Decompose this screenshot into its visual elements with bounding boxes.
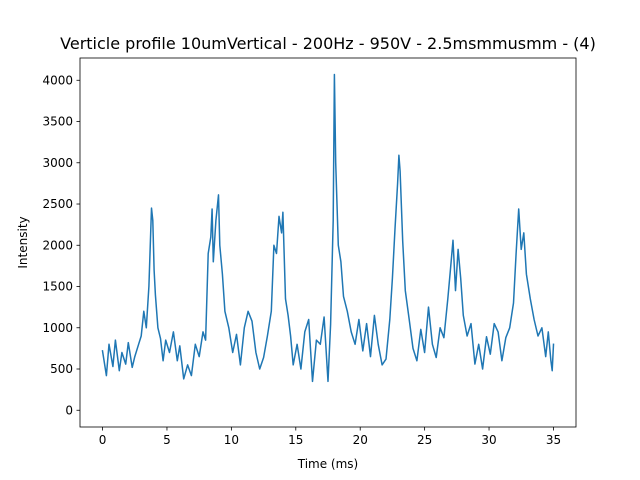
x-tick-label: 25: [417, 433, 432, 447]
x-tick-label: 0: [99, 433, 107, 447]
chart-title: Verticle profile 10umVertical - 200Hz - …: [60, 34, 596, 53]
y-axis-label: Intensity: [16, 216, 30, 268]
y-tick-label: 2000: [42, 238, 73, 252]
plot-area-frame: [79, 57, 577, 428]
x-tick-label: 15: [288, 433, 303, 447]
y-tick-label: 3500: [42, 115, 73, 129]
y-tick-label: 1500: [42, 280, 73, 294]
y-tick-label: 0: [65, 403, 73, 417]
y-axis-ticks: 0 500 1000 1500 2000 2500 3000 3500 4000: [42, 73, 80, 417]
y-tick-label: 3000: [42, 156, 73, 170]
x-tick-label: 30: [481, 433, 496, 447]
y-tick-label: 4000: [42, 73, 73, 87]
x-tick-label: 20: [353, 433, 368, 447]
intensity-series-line: [101, 73, 555, 383]
x-tick-label: 5: [163, 433, 171, 447]
x-tick-label: 10: [224, 433, 239, 447]
x-tick-label: 35: [546, 433, 561, 447]
x-axis-ticks: 0 5 10 15 20 25 30 35: [99, 427, 561, 447]
y-tick-label: 1000: [42, 321, 73, 335]
y-tick-label: 500: [50, 362, 73, 376]
y-tick-label: 2500: [42, 197, 73, 211]
x-axis-label: Time (ms): [297, 457, 359, 471]
